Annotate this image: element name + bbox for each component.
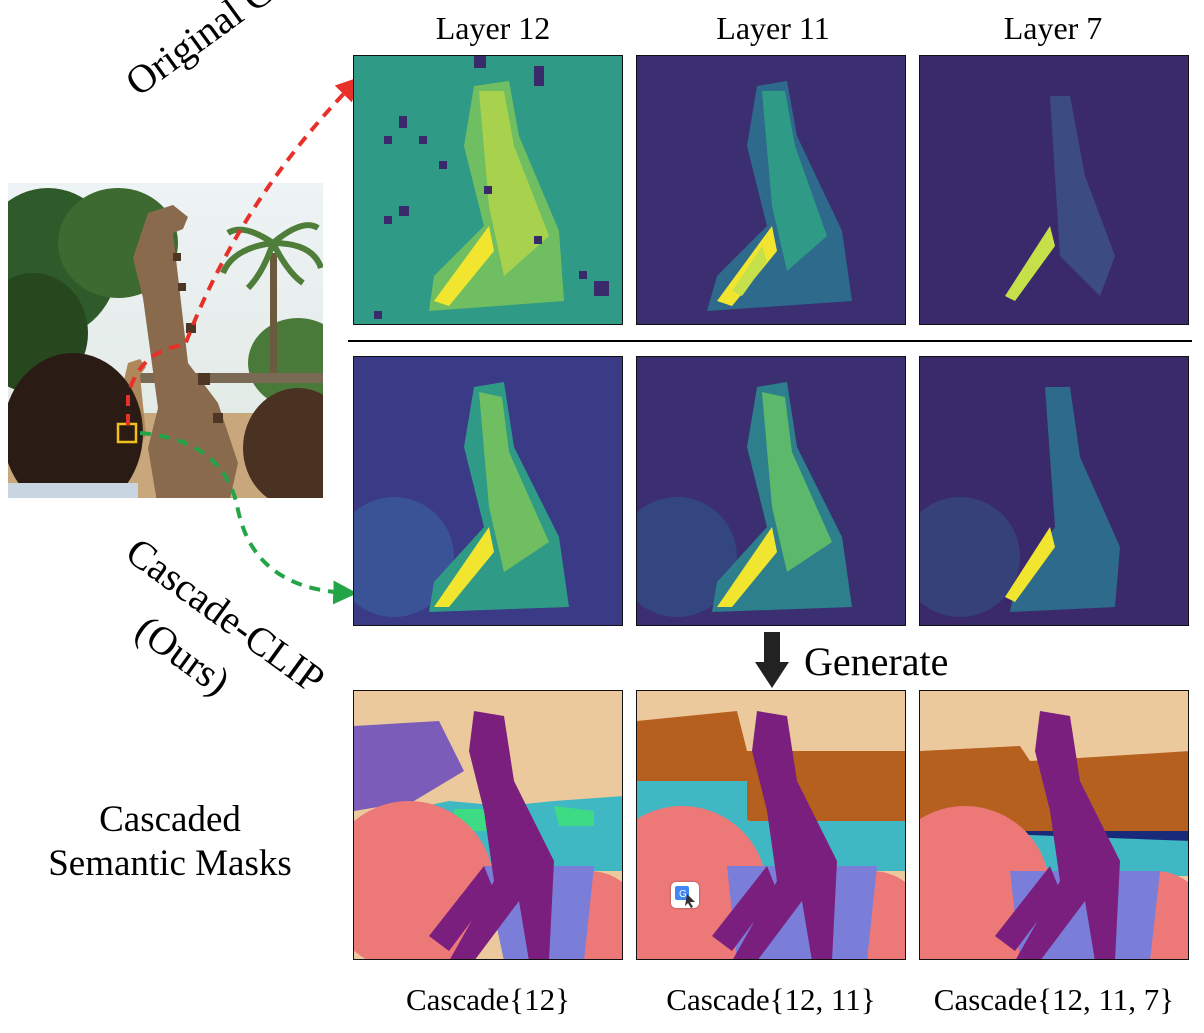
- row-divider: [348, 340, 1192, 342]
- caption-cascade-12-11-7: Cascade{12, 11, 7}: [933, 982, 1175, 1017]
- down-arrow-icon: [755, 632, 789, 690]
- column-label-layer-12: Layer 12: [435, 10, 551, 46]
- mask-cascade-12-11-7: [919, 690, 1189, 960]
- column-label-layer-11: Layer 11: [716, 10, 830, 46]
- caption-cascade-12-11: Cascade{12, 11}: [666, 982, 876, 1017]
- cascaded-masks-label-line1: Cascaded: [99, 799, 241, 840]
- original-heatmap-layer-11: [636, 55, 906, 325]
- input-photo: [8, 183, 323, 498]
- cascade-heatmap-layer-12: [353, 356, 623, 626]
- column-label-layer-7: Layer 7: [1003, 10, 1103, 46]
- translate-icon[interactable]: G: [671, 882, 699, 908]
- cascade-heatmap-layer-11: [636, 356, 906, 626]
- mask-cascade-12: [353, 690, 623, 960]
- mask-cascade-12-11: [636, 690, 906, 960]
- cascade-heatmap-layer-7: [919, 356, 1189, 626]
- original-clip-arrow: [126, 76, 361, 425]
- generate-label: Generate: [804, 639, 949, 684]
- original-heatmap-layer-12: [353, 55, 623, 325]
- original-heatmap-layer-7: [919, 55, 1189, 325]
- cascaded-masks-label-line2: Semantic Masks: [48, 843, 292, 884]
- caption-cascade-12: Cascade{12}: [405, 982, 571, 1017]
- svg-text:G: G: [679, 889, 687, 900]
- cascade-clip-arrow: [139, 431, 358, 605]
